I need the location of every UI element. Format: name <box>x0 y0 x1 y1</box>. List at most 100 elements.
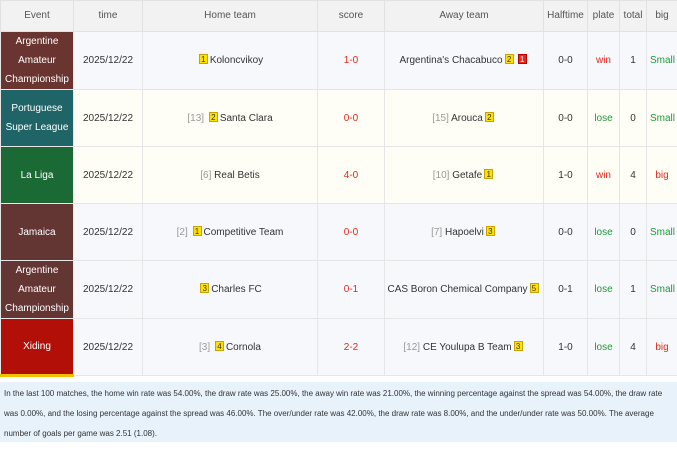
away-team-name[interactable]: CE Youlupa B Team <box>422 341 512 353</box>
home-team-cell[interactable]: 3 Charles FC <box>142 260 318 319</box>
yellow-card-badge: 2 <box>504 54 514 64</box>
plate-cell: lose <box>587 318 620 376</box>
yellow-card-badge: 4 <box>214 340 224 351</box>
home-team-name[interactable]: Santa Clara <box>219 112 273 124</box>
big-small-cell: Small <box>646 89 677 147</box>
home-rank: [3] <box>199 341 211 353</box>
score-cell[interactable]: 4-0 <box>317 146 385 204</box>
time-cell: 2025/12/22 <box>73 31 143 90</box>
halftime-cell: 0-1 <box>543 260 588 319</box>
yellow-card-badge: 1 <box>192 225 202 236</box>
away-team-name[interactable]: Getafe <box>452 169 483 181</box>
time-cell: 2025/12/22 <box>73 318 143 376</box>
column-header: Home team <box>142 0 318 32</box>
event-cell[interactable]: Argentine Amateur Championship <box>0 260 74 319</box>
time-cell: 2025/12/22 <box>73 260 143 319</box>
total-cell: 1 <box>619 260 647 319</box>
column-header: big <box>646 0 677 32</box>
away-team-cell[interactable]: [12] CE Youlupa B Team 3 <box>384 318 544 376</box>
score-cell[interactable]: 0-1 <box>317 260 385 319</box>
match-table: Event time Home team score Away team Halftime… <box>0 0 677 377</box>
away-rank: [10] <box>432 169 450 181</box>
red-card-badge: 1 <box>517 54 527 64</box>
away-team-name[interactable]: Arouca <box>451 112 483 124</box>
table-row[interactable]: Xiding 2025/12/22 [3] 4 Cornola 2-2 [12] … <box>0 318 677 377</box>
score-cell[interactable]: 2-2 <box>317 318 385 376</box>
home-team-cell[interactable]: [13] 2 Santa Clara <box>142 89 318 147</box>
column-header: Halftime <box>543 0 588 32</box>
big-small-cell: Small <box>646 203 677 261</box>
away-team-cell[interactable]: Argentina's Chacabuco 2 1 <box>384 31 544 90</box>
time-cell: 2025/12/22 <box>73 146 143 204</box>
total-cell: 4 <box>619 318 647 376</box>
home-team-name[interactable]: Charles FC <box>211 284 262 295</box>
total-cell: 1 <box>619 31 647 90</box>
event-cell[interactable]: Xiding <box>0 318 74 377</box>
big-small-cell: big <box>646 146 677 204</box>
away-team-name[interactable]: CAS Boron Chemical Company <box>387 284 528 295</box>
score-cell[interactable]: 0-0 <box>317 89 385 147</box>
big-small-cell: big <box>646 318 677 376</box>
column-header: total <box>619 0 647 32</box>
event-cell[interactable]: Portuguese Super League <box>0 89 74 147</box>
halftime-cell: 0-0 <box>543 31 588 90</box>
plate-cell: lose <box>587 260 620 319</box>
halftime-cell: 1-0 <box>543 146 588 204</box>
yellow-card-badge: 1 <box>198 54 208 64</box>
table-row[interactable]: Portuguese Super League 2025/12/22 [13] … <box>0 89 677 147</box>
plate-cell: win <box>587 146 620 204</box>
away-team-name[interactable]: Argentina's Chacabuco <box>399 55 503 66</box>
plate-cell: win <box>587 31 620 90</box>
event-cell[interactable]: Argentine Amateur Championship <box>0 31 74 90</box>
home-team-name[interactable]: Cornola <box>225 341 261 353</box>
home-team-name[interactable]: Koloncvikoy <box>209 55 264 66</box>
halftime-cell: 0-0 <box>543 203 588 261</box>
column-header: Event <box>0 0 74 32</box>
summary-text: In the last 100 matches, the home win ra… <box>0 382 677 442</box>
total-cell: 0 <box>619 203 647 261</box>
halftime-cell: 0-0 <box>543 89 588 147</box>
home-rank: [6] <box>200 169 212 181</box>
table-header: Event time Home team score Away team Halftime… <box>0 0 677 32</box>
away-rank: [12] <box>403 341 421 353</box>
away-team-cell[interactable]: CAS Boron Chemical Company 5 <box>384 260 544 319</box>
home-team-cell[interactable]: [6] Real Betis <box>142 146 318 204</box>
away-team-cell[interactable]: [10] Getafe 1 <box>384 146 544 204</box>
score-cell[interactable]: 0-0 <box>317 203 385 261</box>
time-cell: 2025/12/22 <box>73 89 143 147</box>
plate-cell: lose <box>587 89 620 147</box>
yellow-card-badge: 3 <box>485 225 495 236</box>
away-rank: [15] <box>432 112 449 124</box>
home-rank: [13] <box>187 112 205 124</box>
yellow-card-badge: 2 <box>484 111 494 122</box>
away-team-cell[interactable]: [15] Arouca 2 <box>384 89 544 147</box>
table-row[interactable]: Jamaica 2025/12/22 [2] 1 Competitive Team… <box>0 203 677 261</box>
column-header: plate <box>587 0 620 32</box>
event-cell[interactable]: Jamaica <box>0 203 74 261</box>
column-header: score <box>317 0 385 32</box>
yellow-card-badge: 3 <box>513 340 523 351</box>
time-cell: 2025/12/22 <box>73 203 143 261</box>
yellow-card-badge: 5 <box>529 283 539 293</box>
home-rank: [2] <box>176 226 188 238</box>
away-team-name[interactable]: Hapoelvi <box>444 226 484 238</box>
total-cell: 0 <box>619 89 647 147</box>
big-small-cell: Small <box>646 260 677 319</box>
home-team-name[interactable]: Competitive Team <box>203 226 284 238</box>
away-rank: [7] <box>431 226 443 238</box>
yellow-card-badge: 3 <box>200 283 210 293</box>
home-team-cell[interactable]: [2] 1 Competitive Team <box>142 203 318 261</box>
table-row[interactable]: Argentine Amateur Championship 2025/12/2… <box>0 31 677 90</box>
home-team-cell[interactable]: 1 Koloncvikoy <box>142 31 318 90</box>
yellow-card-badge: 2 <box>208 111 218 122</box>
event-cell[interactable]: La Liga <box>0 146 74 204</box>
column-header: time <box>73 0 143 32</box>
home-team-name[interactable]: Real Betis <box>214 169 260 181</box>
table-row[interactable]: Argentine Amateur Championship 2025/12/2… <box>0 260 677 319</box>
halftime-cell: 1-0 <box>543 318 588 376</box>
score-cell[interactable]: 1-0 <box>317 31 385 90</box>
big-small-cell: Small <box>646 31 677 90</box>
away-team-cell[interactable]: [7] Hapoelvi 3 <box>384 203 544 261</box>
home-team-cell[interactable]: [3] 4 Cornola <box>142 318 318 376</box>
table-row[interactable]: La Liga 2025/12/22 [6] Real Betis 4-0 [1… <box>0 146 677 204</box>
